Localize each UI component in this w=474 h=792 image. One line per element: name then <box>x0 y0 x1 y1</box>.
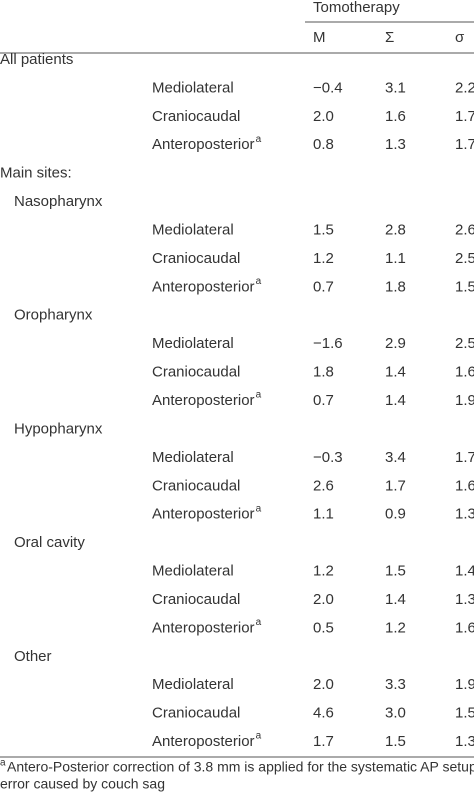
row-label: Craniocaudal <box>152 364 240 381</box>
row-label: Craniocaudal <box>152 250 240 267</box>
cell-value: −1.6 <box>313 335 343 352</box>
cell-value: 1.3 <box>455 733 474 750</box>
cell-value: 1.7 <box>313 733 334 750</box>
cell-value: 1.9 <box>455 392 474 409</box>
cell-value: 1.2 <box>385 619 406 636</box>
cell-value: 1.4 <box>385 591 406 608</box>
cell-value: 2.2 <box>455 79 474 96</box>
row-label: Craniocaudal <box>152 108 240 125</box>
cell-value: 1.2 <box>313 563 334 580</box>
cell-value: 1.6 <box>385 108 406 125</box>
footnote-text: error caused by couch sag <box>0 776 165 792</box>
row-label: Craniocaudal <box>152 705 240 722</box>
footnote-mark: a <box>256 276 262 287</box>
cell-value: 1.8 <box>313 364 334 381</box>
footnote-mark: a <box>256 134 262 145</box>
cell-value: 1.7 <box>455 449 474 466</box>
cell-value: 4.6 <box>313 705 334 722</box>
cell-value: 3.4 <box>385 449 406 466</box>
cell-value: 2.6 <box>455 221 474 238</box>
column-header: Σ <box>385 29 394 46</box>
row-label: Craniocaudal <box>152 591 240 608</box>
group-label: Oropharynx <box>14 307 93 324</box>
row-label: Anteroposterior <box>152 136 255 153</box>
cell-value: 3.3 <box>385 676 406 693</box>
cell-value: 1.9 <box>455 676 474 693</box>
row-label: Mediolateral <box>152 79 234 96</box>
row-label: Craniocaudal <box>152 477 240 494</box>
cell-value: 1.2 <box>313 250 334 267</box>
cell-value: 1.8 <box>385 278 406 295</box>
row-label: Anteroposterior <box>152 278 255 295</box>
cell-value: −0.3 <box>313 449 343 466</box>
cell-value: 1.6 <box>455 619 474 636</box>
cell-value: 0.9 <box>385 506 406 523</box>
row-label: Mediolateral <box>152 335 234 352</box>
cell-value: 1.5 <box>455 705 474 722</box>
cell-value: 2.5 <box>455 250 474 267</box>
row-label: Anteroposterior <box>152 506 255 523</box>
cell-value: 2.9 <box>385 335 406 352</box>
cell-value: 1.6 <box>455 364 474 381</box>
column-header: σ <box>455 29 465 46</box>
group-label: Oral cavity <box>14 534 85 551</box>
cell-value: 0.8 <box>313 136 334 153</box>
section-label: Main sites: <box>0 165 72 182</box>
cell-value: 1.4 <box>385 392 406 409</box>
cell-value: 1.1 <box>313 506 334 523</box>
cell-value: 1.3 <box>455 506 474 523</box>
cell-value: 1.4 <box>385 364 406 381</box>
footnote-mark: a <box>256 390 262 401</box>
cell-value: 1.5 <box>385 733 406 750</box>
row-label: Mediolateral <box>152 449 234 466</box>
row-label: Mediolateral <box>152 676 234 693</box>
footnote-mark: a <box>256 731 262 742</box>
cell-value: −0.4 <box>313 79 343 96</box>
cell-value: 2.8 <box>385 221 406 238</box>
cell-value: 1.5 <box>385 563 406 580</box>
cell-value: 0.7 <box>313 278 334 295</box>
cell-value: 1.7 <box>455 108 474 125</box>
cell-value: 1.3 <box>385 136 406 153</box>
cell-value: 2.5 <box>455 335 474 352</box>
cell-value: 0.7 <box>313 392 334 409</box>
cell-value: 2.0 <box>313 591 334 608</box>
row-label: Anteroposterior <box>152 733 255 750</box>
cell-value: 2.6 <box>313 477 334 494</box>
footnote-mark: a <box>256 503 262 514</box>
group-label: Other <box>14 648 52 665</box>
footnote-mark: a <box>0 758 6 769</box>
row-label: Mediolateral <box>152 563 234 580</box>
cell-value: 3.0 <box>385 705 406 722</box>
cell-value: 1.5 <box>313 221 334 238</box>
cell-value: 2.0 <box>313 676 334 693</box>
cell-value: 1.4 <box>455 563 474 580</box>
row-label: Anteroposterior <box>152 392 255 409</box>
cell-value: 1.7 <box>385 477 406 494</box>
cell-value: 0.5 <box>313 619 334 636</box>
cell-value: 3.1 <box>385 79 406 96</box>
cell-value: 2.0 <box>313 108 334 125</box>
cell-value: 1.6 <box>455 477 474 494</box>
cell-value: 1.7 <box>455 136 474 153</box>
row-label: Mediolateral <box>152 221 234 238</box>
group-header: Tomotherapy <box>313 0 400 16</box>
cell-value: 1.5 <box>455 278 474 295</box>
group-label: Hypopharynx <box>14 420 103 437</box>
cell-value: 1.1 <box>385 250 406 267</box>
footnote-text: Antero-Posterior correction of 3.8 mm is… <box>7 759 474 775</box>
cell-value: 1.3 <box>455 591 474 608</box>
footnote-mark: a <box>256 617 262 628</box>
row-label: Anteroposterior <box>152 619 255 636</box>
group-label: Nasopharynx <box>14 193 103 210</box>
column-header: M <box>313 29 326 46</box>
section-label: All patients <box>0 51 73 68</box>
